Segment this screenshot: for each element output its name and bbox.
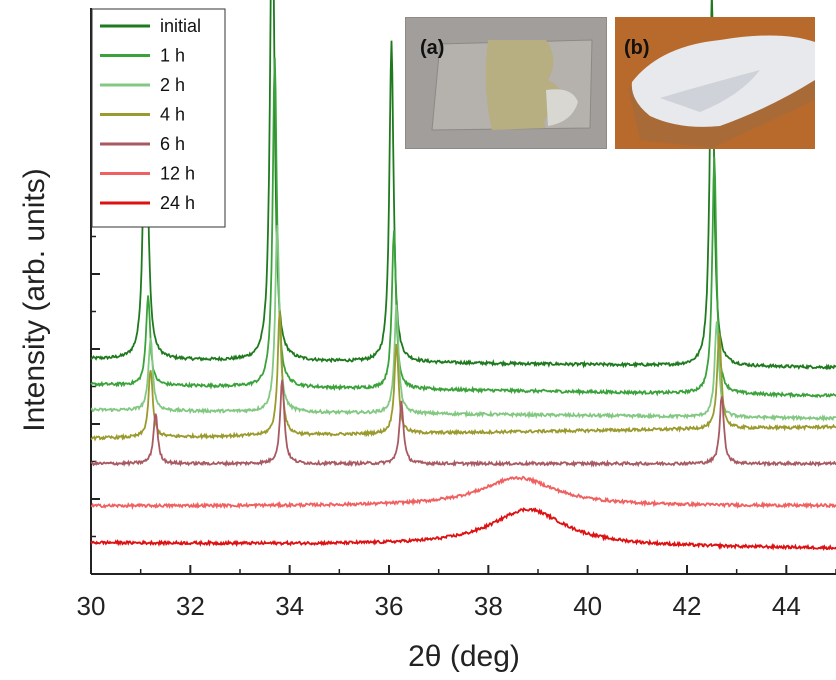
legend-label: 12 h [160, 164, 195, 184]
x-tick-label: 30 [77, 591, 106, 621]
x-tick-label: 32 [176, 591, 205, 621]
series-layer [90, 0, 836, 552]
inset-label-b: (b) [624, 37, 650, 59]
legend-label: 2 h [160, 75, 185, 95]
x-axis-title: 2θ (deg) [408, 640, 520, 673]
legend-label: 24 h [160, 193, 195, 213]
film-flake-a [546, 89, 578, 126]
series-line [90, 0, 836, 371]
legend-box [91, 8, 226, 228]
series-line [90, 475, 836, 511]
legend-label: 4 h [160, 105, 185, 125]
x-tick-label: 44 [772, 591, 801, 621]
film-sample-a [485, 40, 562, 130]
x-tick-label: 36 [375, 591, 404, 621]
inset-label-a: (a) [420, 37, 444, 59]
y-axis-title: Intensity (arb. units) [18, 168, 51, 431]
series-line [90, 507, 836, 552]
legend-label: initial [160, 16, 201, 36]
x-ticks: 30 32 34 36 38 40 42 44 [77, 565, 836, 621]
series-line [90, 57, 836, 399]
powder-shadow-b [660, 70, 760, 112]
series-line [90, 225, 836, 423]
x-tick-label: 42 [673, 591, 702, 621]
series-line [90, 379, 836, 468]
series-line [90, 311, 836, 442]
legend-label: 1 h [160, 46, 185, 66]
x-tick-label: 40 [573, 591, 602, 621]
legend-label: 6 h [160, 134, 185, 154]
legend: initial 1 h 2 h 4 h 6 h 12 h 24 h [91, 8, 226, 228]
x-tick-label: 34 [275, 591, 304, 621]
inset-photo-b: (b) [615, 17, 815, 149]
inset-photo-a: (a) [405, 17, 607, 149]
x-tick-label: 38 [474, 591, 503, 621]
